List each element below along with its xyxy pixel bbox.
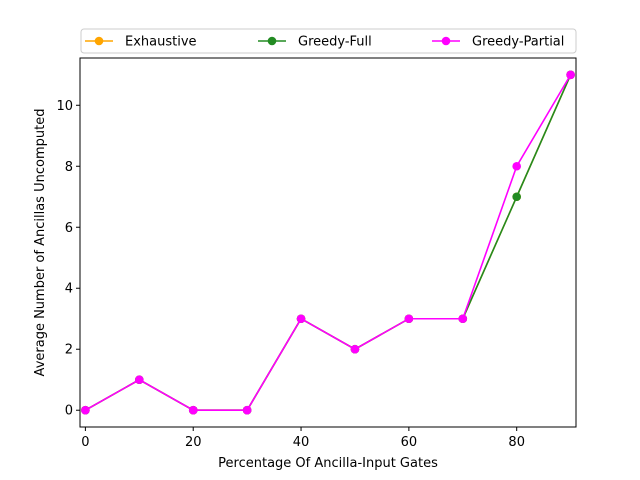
data-point xyxy=(458,314,468,324)
y-tick-label: 10 xyxy=(56,99,73,114)
series-line xyxy=(84,74,572,412)
legend-item: Greedy-Full xyxy=(258,35,372,50)
y-tick-label: 4 xyxy=(65,282,73,297)
data-point xyxy=(512,161,521,171)
legend-marker xyxy=(267,36,277,46)
plot-area xyxy=(81,70,575,415)
data-point xyxy=(188,405,198,415)
x-tick-label: 0 xyxy=(81,435,89,450)
legend-marker xyxy=(441,36,451,46)
series-greedy-full xyxy=(81,70,575,415)
y-tick-label: 8 xyxy=(65,160,73,175)
y-axis-ticks: 0 2 4 6 8 10 xyxy=(56,99,80,419)
legend: Exhaustive Greedy-Full Greedy-Partial xyxy=(80,28,577,54)
legend-box xyxy=(80,28,577,54)
axes-frame xyxy=(79,57,577,428)
legend-label: Greedy-Partial xyxy=(472,35,564,50)
y-axis-label: Average Number of Ancillas Uncomputed xyxy=(33,109,48,377)
x-tick-label: 20 xyxy=(185,435,202,450)
legend-item: Greedy-Partial xyxy=(432,35,564,50)
series-line xyxy=(84,74,572,412)
data-point xyxy=(404,314,414,324)
legend-label: Greedy-Full xyxy=(298,35,372,50)
x-tick-label: 40 xyxy=(293,435,310,450)
series-line xyxy=(84,74,572,412)
y-tick-label: 2 xyxy=(65,343,73,358)
data-point xyxy=(350,344,360,354)
data-point xyxy=(242,405,252,415)
legend-item: Exhaustive xyxy=(85,35,197,50)
x-axis-label: Percentage Of Ancilla-Input Gates xyxy=(218,456,438,471)
y-tick-label: 0 xyxy=(65,404,73,419)
data-point xyxy=(566,70,575,80)
data-point xyxy=(135,375,144,385)
x-axis-ticks: 0 20 40 60 80 xyxy=(81,427,525,450)
x-tick-label: 60 xyxy=(401,435,418,450)
legend-label: Exhaustive xyxy=(125,35,197,50)
data-point xyxy=(81,405,90,415)
data-point xyxy=(512,192,521,202)
data-point xyxy=(296,314,306,324)
legend-marker xyxy=(94,36,104,46)
series-greedy-partial xyxy=(81,70,575,415)
x-tick-label: 80 xyxy=(508,435,525,450)
y-tick-label: 6 xyxy=(65,221,73,236)
series-exhaustive xyxy=(81,70,575,415)
